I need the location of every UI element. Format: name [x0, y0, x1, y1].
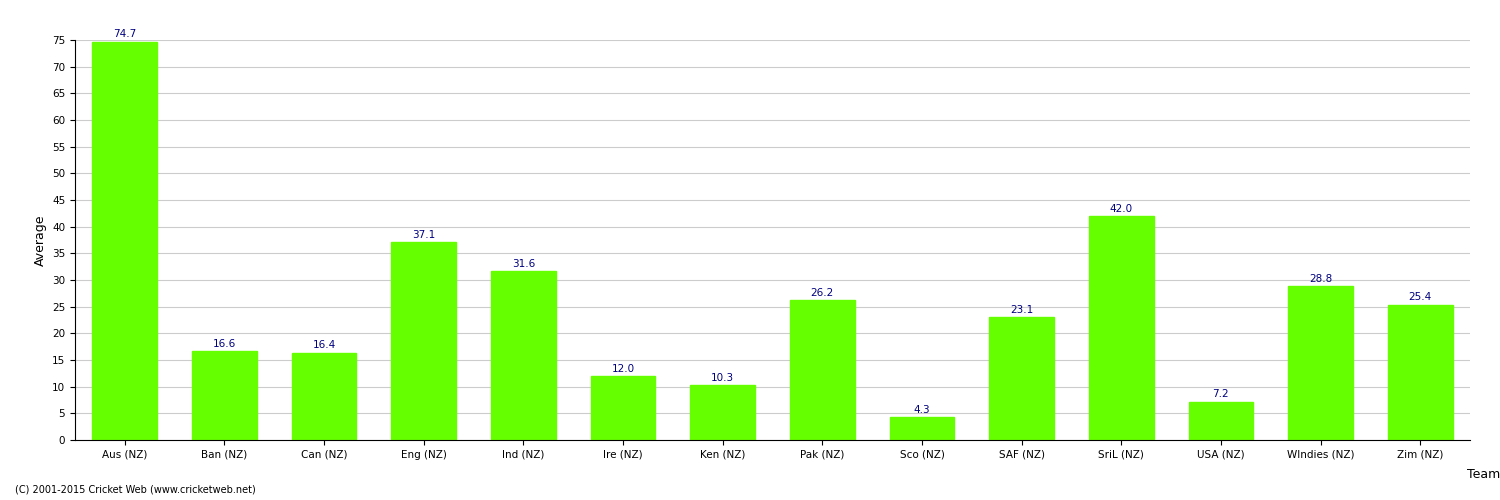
Bar	[192, 352, 256, 440]
Bar	[690, 385, 754, 440]
Bar	[1288, 286, 1353, 440]
Bar	[1388, 304, 1452, 440]
Text: 16.6: 16.6	[213, 340, 236, 349]
Text: 4.3: 4.3	[914, 405, 930, 415]
Text: 42.0: 42.0	[1110, 204, 1132, 214]
Bar	[790, 300, 855, 440]
Bar	[392, 242, 456, 440]
Text: 7.2: 7.2	[1212, 390, 1228, 400]
Text: 16.4: 16.4	[312, 340, 336, 350]
Bar	[93, 42, 158, 440]
X-axis label: Team: Team	[1467, 468, 1500, 481]
Text: 28.8: 28.8	[1310, 274, 1332, 284]
Y-axis label: Average: Average	[33, 214, 46, 266]
Text: 31.6: 31.6	[512, 260, 536, 270]
Text: 25.4: 25.4	[1408, 292, 1432, 302]
Bar	[291, 352, 357, 440]
Text: 26.2: 26.2	[810, 288, 834, 298]
Text: 74.7: 74.7	[112, 30, 136, 40]
Bar	[490, 272, 556, 440]
Bar	[988, 317, 1054, 440]
Bar	[1089, 216, 1154, 440]
Text: 12.0: 12.0	[612, 364, 634, 374]
Text: 10.3: 10.3	[711, 373, 734, 383]
Text: 37.1: 37.1	[413, 230, 435, 240]
Text: (C) 2001-2015 Cricket Web (www.cricketweb.net): (C) 2001-2015 Cricket Web (www.cricketwe…	[15, 485, 255, 495]
Bar	[890, 417, 954, 440]
Text: 23.1: 23.1	[1010, 304, 1034, 314]
Bar	[591, 376, 656, 440]
Bar	[1188, 402, 1254, 440]
